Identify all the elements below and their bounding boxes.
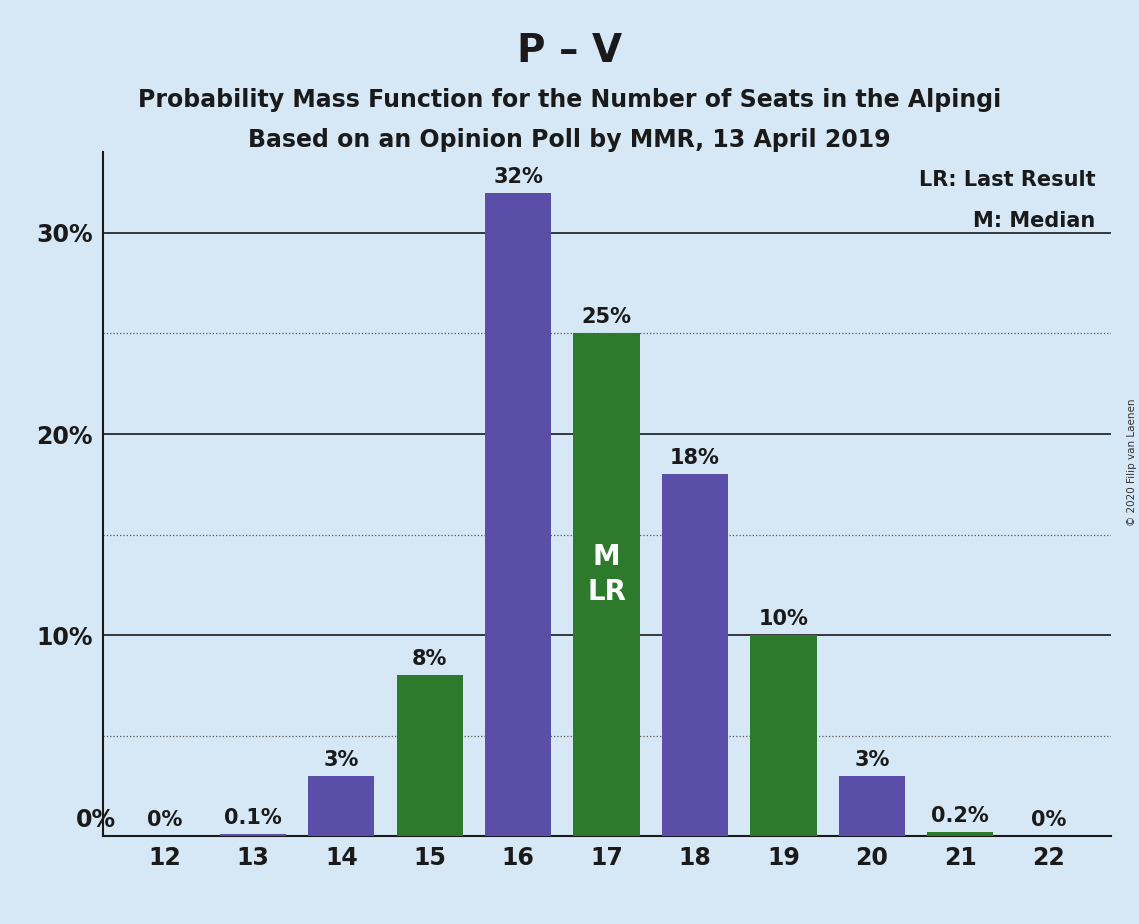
Bar [662,474,728,836]
Text: LR: Last Result: LR: Last Result [919,170,1096,189]
Bar [838,776,906,836]
Text: M: Median: M: Median [973,211,1096,231]
Text: 3%: 3% [323,750,359,770]
Text: © 2020 Filip van Laenen: © 2020 Filip van Laenen [1126,398,1137,526]
Text: 32%: 32% [493,166,543,187]
Text: 0%: 0% [75,808,116,833]
Bar [485,193,551,836]
Bar [220,834,286,836]
Text: 0.1%: 0.1% [224,808,281,828]
Text: Probability Mass Function for the Number of Seats in the Alpingi: Probability Mass Function for the Number… [138,88,1001,112]
Bar [573,334,640,836]
Bar [396,675,462,836]
Text: 0%: 0% [1031,810,1066,830]
Bar [927,833,993,836]
Text: 3%: 3% [854,750,890,770]
Text: M
LR: M LR [587,543,626,606]
Text: 25%: 25% [582,308,631,327]
Text: 0.2%: 0.2% [932,806,989,826]
Text: 10%: 10% [759,609,809,629]
Bar [308,776,375,836]
Text: 18%: 18% [670,448,720,468]
Text: P – V: P – V [517,32,622,70]
Text: 0%: 0% [147,810,182,830]
Text: 8%: 8% [412,650,448,669]
Text: Based on an Opinion Poll by MMR, 13 April 2019: Based on an Opinion Poll by MMR, 13 Apri… [248,128,891,152]
Bar [751,635,817,836]
